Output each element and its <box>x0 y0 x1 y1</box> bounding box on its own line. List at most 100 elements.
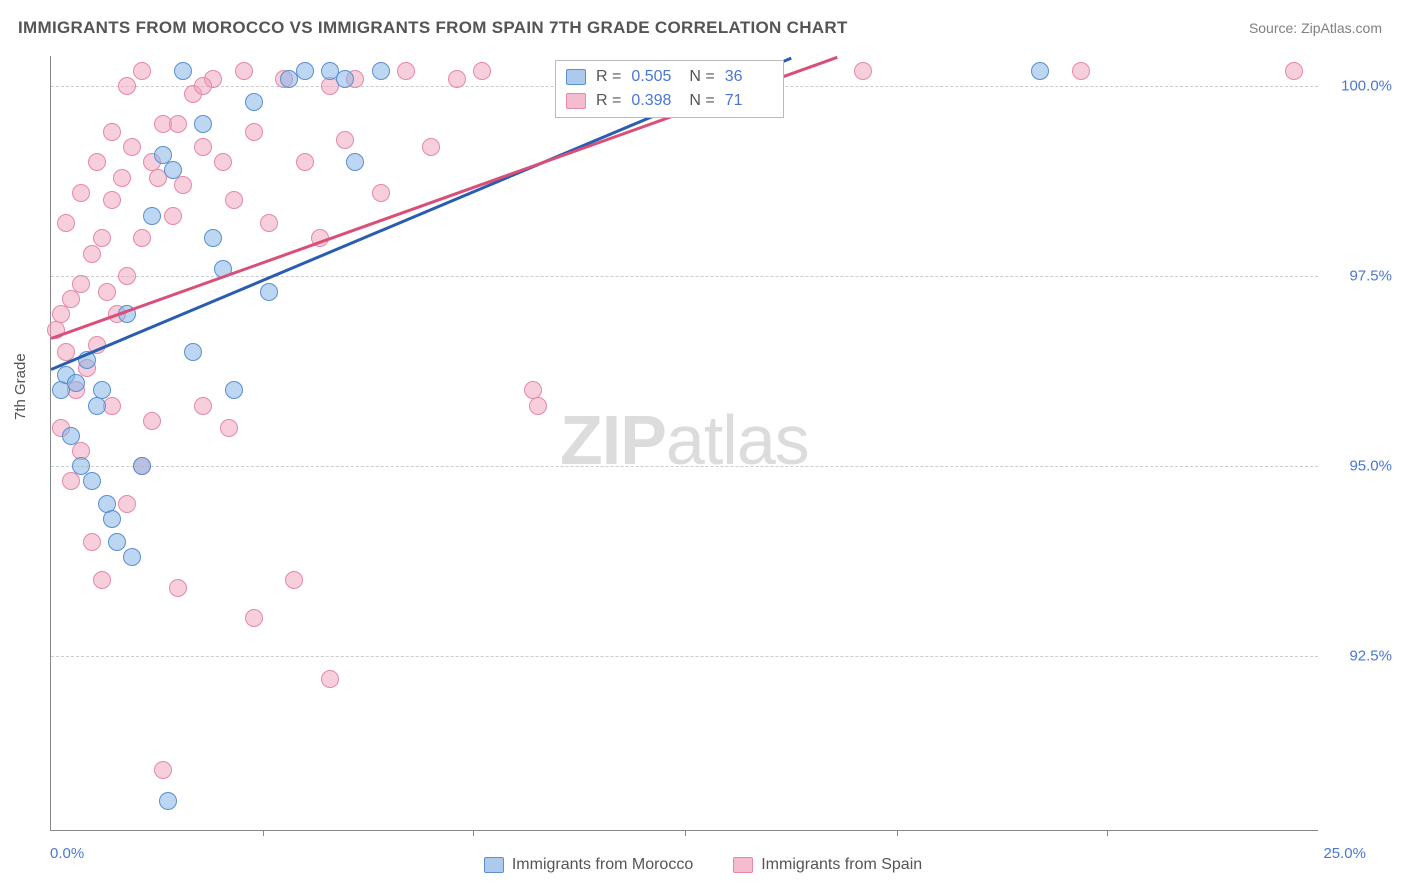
data-point <box>854 62 872 80</box>
r-value: 0.398 <box>631 89 679 113</box>
data-point <box>372 184 390 202</box>
legend-label: Immigrants from Spain <box>761 856 922 874</box>
data-point <box>133 229 151 247</box>
data-point <box>123 548 141 566</box>
data-point <box>72 275 90 293</box>
x-tick <box>897 830 898 836</box>
gridline <box>51 656 1318 657</box>
legend-swatch <box>566 93 586 109</box>
data-point <box>133 457 151 475</box>
data-point <box>194 397 212 415</box>
data-point <box>372 62 390 80</box>
data-point <box>194 138 212 156</box>
legend-item: Immigrants from Spain <box>733 856 922 874</box>
data-point <box>108 533 126 551</box>
x-tick <box>685 830 686 836</box>
y-tick-label: 100.0% <box>1341 78 1392 95</box>
data-point <box>169 115 187 133</box>
data-point <box>204 229 222 247</box>
data-point <box>321 670 339 688</box>
data-point <box>67 374 85 392</box>
data-point <box>194 115 212 133</box>
data-point <box>296 153 314 171</box>
data-point <box>103 123 121 141</box>
y-tick-label: 92.5% <box>1349 648 1392 665</box>
n-value: 36 <box>725 65 773 89</box>
data-point <box>225 381 243 399</box>
data-point <box>103 510 121 528</box>
data-point <box>83 472 101 490</box>
n-value: 71 <box>725 89 773 113</box>
data-point <box>1031 62 1049 80</box>
r-label: R = <box>596 65 621 89</box>
data-point <box>52 305 70 323</box>
n-label: N = <box>689 65 714 89</box>
data-point <box>245 609 263 627</box>
data-point <box>83 245 101 263</box>
data-point <box>184 343 202 361</box>
data-point <box>285 571 303 589</box>
data-point <box>448 70 466 88</box>
legend-stats-row: R =0.398N =71 <box>566 89 773 113</box>
data-point <box>88 153 106 171</box>
x-tick <box>1107 830 1108 836</box>
data-point <box>260 283 278 301</box>
data-point <box>245 123 263 141</box>
gridline <box>51 276 1318 277</box>
data-point <box>143 412 161 430</box>
data-point <box>103 191 121 209</box>
data-point <box>118 267 136 285</box>
data-point <box>169 579 187 597</box>
data-point <box>93 571 111 589</box>
data-point <box>62 472 80 490</box>
y-tick-label: 95.0% <box>1349 458 1392 475</box>
data-point <box>164 207 182 225</box>
data-point <box>1072 62 1090 80</box>
legend-stats-box: R = 0.505 N = 36R = 0.398 N = 71 <box>555 60 784 118</box>
data-point <box>397 62 415 80</box>
data-point <box>174 176 192 194</box>
bottom-legend: Immigrants from Morocco Immigrants from S… <box>0 856 1406 874</box>
legend-swatch <box>566 69 586 85</box>
data-point <box>113 169 131 187</box>
legend-swatch <box>733 857 753 873</box>
legend-stats-row: R = 0.505 N = 36 <box>566 65 773 89</box>
data-point <box>98 283 116 301</box>
x-tick <box>473 830 474 836</box>
data-point <box>143 207 161 225</box>
data-point <box>72 184 90 202</box>
x-tick-label: 25.0% <box>1323 845 1366 862</box>
data-point <box>154 761 172 779</box>
data-point <box>83 533 101 551</box>
data-point <box>118 495 136 513</box>
source-attribution: Source: ZipAtlas.com <box>1249 20 1382 36</box>
x-tick-label: 0.0% <box>50 845 84 862</box>
r-value: 0.505 <box>631 65 679 89</box>
data-point <box>220 419 238 437</box>
data-point <box>473 62 491 80</box>
data-point <box>118 77 136 95</box>
data-point <box>245 93 263 111</box>
data-point <box>93 381 111 399</box>
legend-label: Immigrants from Morocco <box>512 856 693 874</box>
data-point <box>336 70 354 88</box>
data-point <box>529 397 547 415</box>
watermark: ZIPatlas <box>560 400 809 480</box>
data-point <box>62 290 80 308</box>
data-point <box>1285 62 1303 80</box>
data-point <box>62 427 80 445</box>
data-point <box>336 131 354 149</box>
y-tick-label: 97.5% <box>1349 268 1392 285</box>
data-point <box>194 77 212 95</box>
data-point <box>174 62 192 80</box>
watermark-atlas: atlas <box>666 401 809 479</box>
data-point <box>93 229 111 247</box>
data-point <box>346 153 364 171</box>
r-label: R = <box>596 89 621 113</box>
data-point <box>214 153 232 171</box>
data-point <box>159 792 177 810</box>
data-point <box>296 62 314 80</box>
data-point <box>260 214 278 232</box>
legend-item: Immigrants from Morocco <box>484 856 693 874</box>
data-point <box>225 191 243 209</box>
